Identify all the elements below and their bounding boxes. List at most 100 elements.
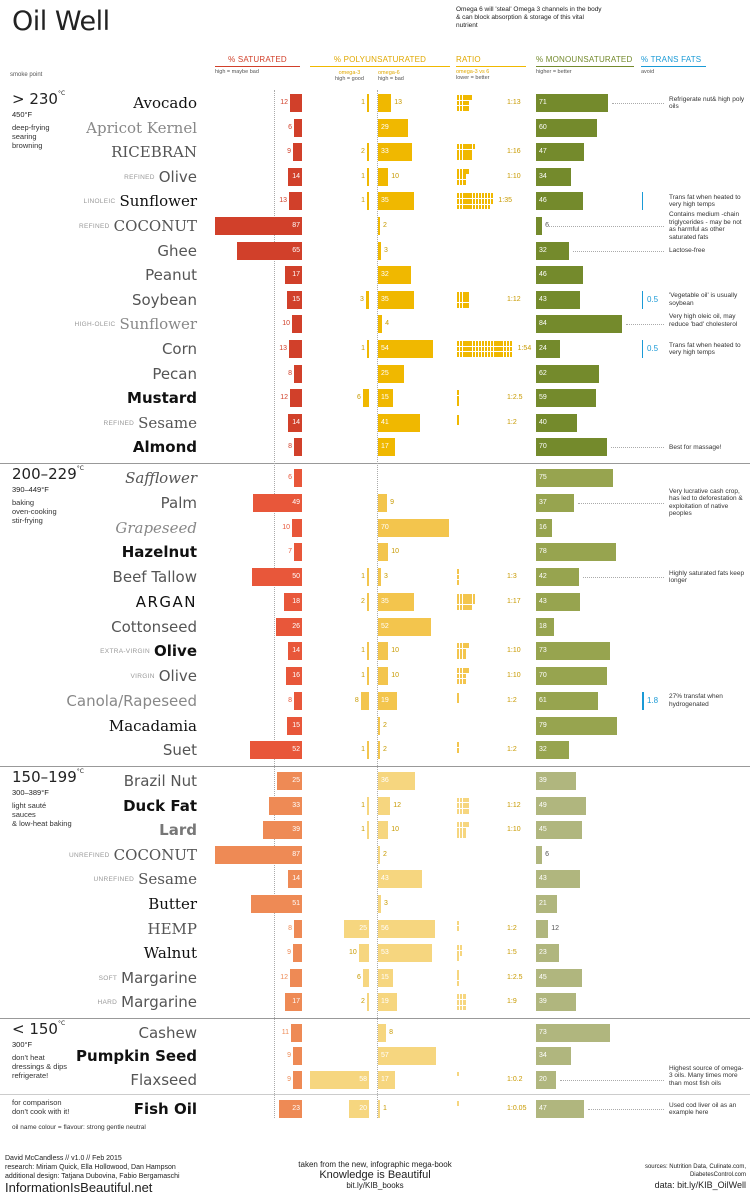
header-ratio: RATIO omega-3 vs 6 lower = better [456, 55, 526, 81]
ratio-block [457, 975, 460, 981]
trans-mark [642, 340, 643, 358]
mono-bar [536, 493, 574, 512]
ratio-block [460, 168, 463, 174]
saturated-bar [288, 167, 302, 186]
ratio-block [463, 174, 466, 180]
mono-bar [536, 1100, 584, 1118]
row-note: 'Vegetable oil' is usually soybean [669, 292, 738, 307]
ratio-block [484, 352, 488, 357]
omega6-value: 41 [381, 418, 389, 426]
oil-name-text: Suet [162, 741, 197, 760]
footer-site[interactable]: InformationIsBeautiful.net [5, 1180, 153, 1195]
ratio-block [466, 95, 469, 100]
header-saturated-label: % SATURATED [215, 55, 300, 67]
ratio-block [460, 679, 463, 684]
ratio-value: 1:0.05 [507, 1105, 527, 1112]
mono-value: 12 [551, 924, 560, 932]
footer-research: research: Miriam Quick, Ella Hollowood, … [5, 1164, 176, 1171]
ratio-block [457, 395, 460, 401]
ratio-block [460, 599, 463, 605]
ratio-block [457, 994, 460, 1000]
ratio-blocks [457, 341, 515, 357]
use-line: dressings & dips [12, 1062, 68, 1071]
row-note: Best for massage! [669, 443, 722, 451]
omega3-value: 8 [354, 696, 359, 704]
footer-book1: taken from the new, infographic mega-boo… [298, 1160, 452, 1169]
ratio-blocks [457, 144, 476, 161]
mono-bar [536, 518, 553, 537]
saturated-value: 25 [292, 777, 300, 784]
ratio-block [457, 179, 460, 185]
ratio-block [503, 352, 506, 357]
ratio-block [460, 654, 463, 660]
mono-value: 60 [539, 123, 547, 131]
ratio-blocks [457, 742, 460, 758]
oil-name-text: Palm [160, 493, 197, 512]
omega6-bar [378, 993, 398, 1012]
ratio-block [457, 742, 460, 748]
saturated-value: 12 [280, 394, 288, 402]
ratio-block [457, 747, 460, 753]
ratio-block [466, 100, 469, 106]
omega6-value: 52 [381, 622, 389, 630]
mono-value: 34 [539, 172, 547, 180]
footer-book3[interactable]: bit.ly/KIB_books [346, 1181, 404, 1190]
oil-name-text: Olive [154, 642, 197, 661]
omega6-value: 10 [391, 647, 399, 655]
mono-bar [536, 1070, 557, 1089]
ratio-block [457, 420, 460, 426]
ratio-block [457, 291, 460, 297]
ratio-block [469, 341, 472, 346]
temp-celsius: < 150°C [12, 1020, 66, 1038]
omega6-bar [378, 438, 396, 457]
ratio-block [460, 346, 463, 352]
header-poly: % POLYUNSATURATED [310, 55, 450, 67]
saturated-bar [252, 568, 302, 586]
oil-name-text: Cottonseed [111, 617, 197, 636]
ratio-block [457, 956, 460, 962]
oil-name: Pecan [40, 366, 197, 383]
trans-mark [642, 290, 643, 309]
ratio-block [457, 580, 460, 585]
saturated-value: 26 [292, 622, 300, 630]
ratio-block [491, 198, 494, 204]
ratio-block [463, 95, 466, 100]
ratio-block [457, 346, 460, 352]
oil-name-text: HEMP [147, 919, 197, 938]
omega3-bar [366, 592, 369, 611]
ratio-block [494, 352, 497, 357]
saturated-value: 87 [292, 850, 300, 858]
omega3-bar [367, 796, 369, 815]
oil-name-text: Duck Fat [123, 796, 197, 815]
footer-data[interactable]: data: bit.ly/KIB_OilWell [654, 1180, 746, 1190]
saturated-bar [269, 796, 302, 815]
ratio-value: 1:35 [498, 197, 513, 205]
use-line: don't heat [12, 1053, 45, 1062]
saturated-bar [286, 667, 302, 685]
ratio-block [457, 1101, 460, 1106]
ratio-block [491, 346, 494, 352]
ratio-block [463, 668, 466, 673]
ratio-block [463, 144, 466, 149]
saturated-value: 39 [292, 826, 300, 834]
header-omega6-sub: high = bad [378, 76, 404, 82]
ratio-block [469, 352, 472, 357]
use-line: light sauté [12, 801, 47, 810]
use-line: refrigerate! [12, 1071, 49, 1080]
ratio-block [475, 352, 478, 357]
ratio-value: 1:5 [507, 949, 517, 957]
ratio-block [457, 193, 460, 199]
ratio-block [457, 168, 460, 174]
saturated-value: 8 [288, 924, 292, 932]
omega6-value: 53 [381, 949, 389, 957]
ratio-block [457, 149, 460, 155]
ratio-block [488, 193, 491, 199]
ratio-block [472, 198, 475, 204]
ratio-block [457, 414, 460, 420]
ratio-block [469, 198, 472, 204]
oil-name: Mustard [40, 390, 197, 407]
ratio-blocks [457, 414, 460, 431]
ratio-block [466, 341, 469, 346]
ratio-block [457, 302, 460, 308]
ratio-block [478, 341, 482, 346]
